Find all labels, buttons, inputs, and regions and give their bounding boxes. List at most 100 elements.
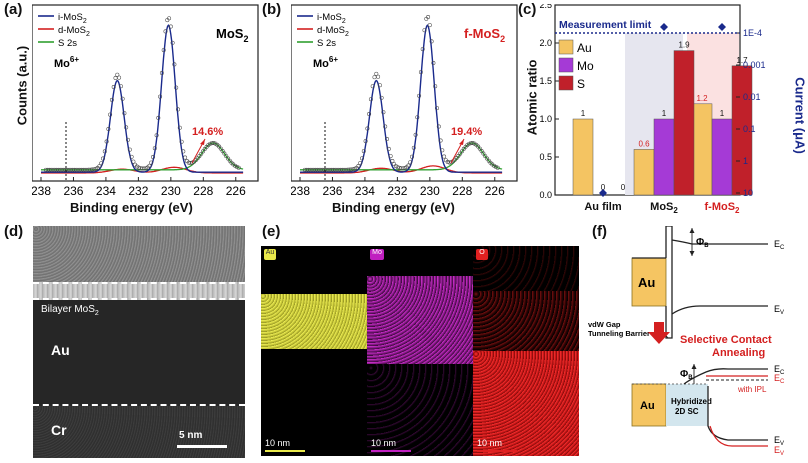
tem-dashed-line-3 (33, 404, 245, 406)
data-point (349, 167, 354, 172)
current-point (660, 23, 668, 31)
tem-dashed-line-2 (33, 298, 245, 300)
tem-au-label: Au (51, 342, 70, 358)
y2tick-label: 0.001 (743, 60, 766, 70)
current-point (599, 189, 607, 197)
s2s-curve (300, 142, 503, 171)
legend-label: d-MoS2 (317, 25, 349, 38)
eds-au-tag: Au (264, 249, 276, 260)
band-barrier-top (665, 226, 673, 339)
data-point (113, 76, 118, 80)
bar-value-label: 0 (601, 183, 606, 192)
legend-swatch (558, 75, 574, 91)
eds-map-au: Au 10 nm (261, 246, 367, 456)
xps-b-frame (291, 4, 518, 182)
data-point (422, 28, 427, 33)
xtick-label: 230 (420, 184, 440, 196)
band-vdw-label1: vdW Gap (588, 320, 621, 329)
xps-b-sample: f-MoS2 (464, 26, 505, 44)
bar-value-label: 1.9 (678, 41, 690, 50)
data-point (208, 141, 213, 146)
xtick-label: 230 (161, 184, 181, 196)
xps-a-ylabel: Counts (a.u.) (14, 45, 30, 126)
tem-scale-text: 5 nm (179, 430, 203, 441)
data-point (481, 151, 486, 156)
data-point (120, 96, 125, 101)
xps-a-sample: MoS2 (216, 26, 248, 44)
eds-o-scale-bar (477, 450, 517, 452)
legend-label: S 2s (317, 38, 336, 49)
bar-value-label: 1 (662, 109, 667, 118)
data-point (433, 84, 438, 89)
eds-o-top (473, 246, 579, 291)
eds-o-scale-text: 10 nm (477, 438, 503, 448)
band-ec-bottom-label: EC (774, 364, 785, 376)
eds-mo-bottom (367, 364, 473, 456)
data-point (115, 72, 120, 77)
xtick-label: 226 (226, 184, 246, 196)
data-point (136, 165, 141, 170)
data-point (158, 94, 163, 99)
eds-mo-tag: Mo (370, 249, 384, 260)
band-phi-top: ΦB (696, 237, 709, 249)
band-hybrid-label1: Hybridized (671, 397, 712, 406)
ytick-label: 2.5 (539, 4, 552, 10)
xtick-label: 226 (485, 184, 505, 196)
data-point (236, 165, 241, 170)
xtick-label: 238 (32, 184, 51, 196)
data-point (383, 124, 388, 129)
bar-mo (711, 118, 733, 196)
tem-cr-label: Cr (51, 422, 67, 438)
data-point (395, 165, 400, 170)
bar-s (731, 65, 753, 196)
data-point (436, 124, 441, 129)
data-point (126, 137, 130, 142)
data-point (401, 166, 406, 171)
band-ec-top (671, 239, 768, 245)
band-sca-label1: Selective Contact (680, 334, 772, 346)
category-label: f-MoS2 (705, 201, 741, 215)
panel-label-f: (f) (592, 223, 607, 240)
data-point (179, 139, 184, 144)
data-point (368, 97, 373, 102)
data-point (386, 146, 391, 151)
ytick-label: 1.0 (539, 114, 552, 124)
data-point (417, 93, 422, 98)
tem-au-layer (33, 300, 245, 406)
bar-au (633, 149, 655, 196)
data-point (99, 161, 104, 166)
xtick-label: 228 (193, 184, 213, 196)
data-point (427, 23, 432, 28)
band-ec-top-label: EC (774, 239, 785, 251)
panel-label-c: (c) (518, 1, 537, 18)
band-sca-label2: Annealing (712, 347, 765, 359)
band-hybrid-label2: 2D SC (675, 407, 699, 416)
band-ev-ipl (709, 425, 768, 447)
legend-label: Au (577, 41, 592, 55)
data-point (385, 137, 389, 141)
bar-s (673, 50, 695, 196)
tem-layer-label: Bilayer MoS2 (41, 304, 99, 317)
legend-label: S (577, 77, 585, 91)
s2s-curve (41, 142, 244, 171)
xtick-label: 234 (96, 184, 116, 196)
anneal-arrow (648, 322, 670, 344)
legend-swatch (558, 39, 574, 55)
xtick-label: 238 (291, 184, 310, 196)
chart-y2label: Current (μA) (792, 77, 808, 154)
eds-au-scale-bar (265, 450, 305, 452)
panel-label-a: (a) (4, 1, 23, 18)
tem-image: Bilayer MoS2 Au Cr 5 nm (33, 226, 245, 458)
i-mos2-curve (41, 24, 244, 173)
legend-label: S 2s (58, 38, 77, 49)
data-point (151, 155, 155, 159)
data-point (374, 71, 379, 76)
band-phi-bottom: ΦB (680, 369, 693, 381)
data-point (351, 167, 356, 172)
data-point (97, 164, 102, 169)
bar-mo (653, 118, 675, 196)
legend-swatch (558, 57, 574, 73)
data-point (102, 149, 107, 154)
data-point (379, 95, 384, 100)
xtick-label: 228 (452, 184, 472, 196)
